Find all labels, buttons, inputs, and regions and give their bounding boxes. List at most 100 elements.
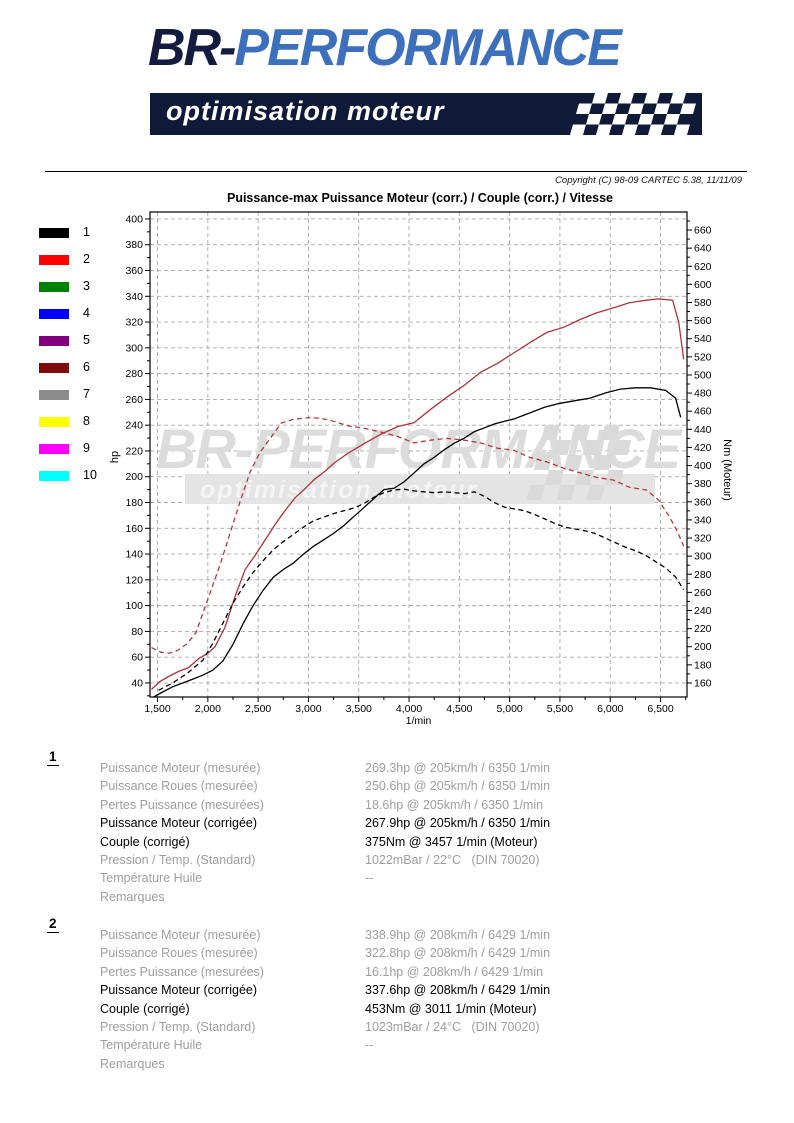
legend-swatch [39,282,69,292]
legend-item: 10 [39,468,119,498]
svg-text:optimisation moteur: optimisation moteur [200,476,478,504]
legend-number: 6 [83,360,90,374]
svg-text:220: 220 [125,445,143,457]
axes: 1,500 2,000 2,500 3,000 3,500 4,000 4,500 5,000… [109,211,733,727]
svg-text:1,500: 1,500 [144,703,170,715]
curve [153,387,682,698]
run-row-value: 322.8hp @ 208km/h / 6429 1/min [365,946,551,961]
svg-text:2,000: 2,000 [195,703,221,715]
legend-swatch [39,228,69,238]
brand-tagline-bar: optimisation moteur [150,93,702,135]
svg-text:600: 600 [694,279,712,291]
legend-swatch [39,336,69,346]
run-row-label: Puissance Moteur (mesurée) [100,761,261,775]
brand-logo-secondary: PERFORMANCE [234,19,621,77]
svg-text:400: 400 [125,213,143,225]
run-row-label: Pertes Puissance (mesurées) [100,964,264,979]
legend-item: 1 [39,225,119,255]
legend-item: 6 [39,360,119,390]
svg-text:hp: hp [109,451,121,463]
svg-text:140: 140 [125,549,143,561]
svg-text:300: 300 [694,551,712,563]
run-row-label: Couple (corrigé) [100,834,190,849]
svg-text:580: 580 [694,297,712,309]
run-row-value: 337.6hp @ 208km/h / 6429 1/min [365,983,551,998]
svg-text:180: 180 [125,497,143,509]
svg-text:640: 640 [694,243,712,255]
svg-text:420: 420 [694,442,712,454]
run-row-value: -- [365,871,374,886]
run-row-label: Couple (corrigé) [100,1001,190,1016]
run-row-label: Puissance Roues (mesurée) [100,779,258,794]
run-row-label: Pertes Puissance (mesurées) [100,797,264,812]
run-number: 2 [47,916,59,933]
brand-tagline-label: optimisation moteur [166,96,445,126]
run-row-label: Puissance Roues (mesurée) [100,946,258,961]
svg-text:320: 320 [125,317,143,329]
legend-number: 2 [83,252,90,266]
legend-swatch [39,417,69,427]
run-row-value: 375Nm @ 3457 1/min (Moteur) [365,834,538,849]
run-row-label: Pression / Temp. (Standard) [100,1020,256,1034]
legend-number: 3 [83,279,90,293]
legend-item: 8 [39,414,119,444]
svg-text:1/min: 1/min [406,715,432,727]
svg-text:5,500: 5,500 [547,703,573,715]
run-row-value: 1022mBar / 22°C (DIN 70020) [365,853,540,867]
legend-swatch [39,444,69,454]
legend-number: 7 [83,387,90,401]
svg-text:200: 200 [694,641,712,653]
svg-text:6,000: 6,000 [597,703,623,715]
legend-swatch [39,471,69,481]
svg-text:280: 280 [694,569,712,581]
legend-item: 2 [39,252,119,282]
run-row-value: 269.3hp @ 205km/h / 6350 1/min [365,761,551,775]
svg-text:320: 320 [694,533,712,545]
svg-text:4,500: 4,500 [446,703,472,715]
run-row-value: 250.6hp @ 205km/h / 6350 1/min [365,779,551,794]
legend-item: 4 [39,306,119,336]
legend-item: 3 [39,279,119,309]
legend-item: 5 [39,333,119,363]
curve [151,416,685,654]
svg-text:180: 180 [694,659,712,671]
svg-text:560: 560 [694,315,712,327]
svg-text:200: 200 [125,471,143,483]
legend-number: 5 [83,333,90,347]
legend-number: 9 [83,441,90,455]
run-row-label: Remarques [100,889,165,904]
run-row-label: Pression / Temp. (Standard) [100,853,256,867]
copyright-label: Copyright (C) 98-09 CARTEC 5.38, 11/11/0… [555,175,742,186]
svg-text:3,500: 3,500 [346,703,372,715]
svg-text:380: 380 [694,478,712,490]
svg-text:80: 80 [131,626,143,638]
svg-text:260: 260 [694,587,712,599]
curve [151,298,685,690]
svg-text:360: 360 [125,265,143,277]
svg-text:300: 300 [125,342,143,354]
legend-number: 8 [83,414,90,428]
svg-text:520: 520 [694,351,712,363]
run-row-label: Température Huile [100,1038,203,1053]
svg-text:2,500: 2,500 [245,703,271,715]
run-number: 1 [47,749,59,766]
svg-text:160: 160 [694,677,712,689]
svg-text:220: 220 [694,623,712,635]
svg-text:160: 160 [125,523,143,535]
watermark-checkers [526,425,632,500]
run-row-label: Température Huile [100,871,203,886]
legend-swatch [39,363,69,373]
svg-text:480: 480 [694,388,712,400]
legend-item: 9 [39,441,119,471]
svg-text:340: 340 [694,514,712,526]
svg-text:260: 260 [125,394,143,406]
svg-text:360: 360 [694,496,712,508]
svg-text:540: 540 [694,333,712,345]
svg-text:240: 240 [125,420,143,432]
run-row-value: 338.9hp @ 208km/h / 6429 1/min [365,928,551,942]
legend-number: 4 [83,306,90,320]
header-rule [45,171,747,172]
run-row-value: 18.6hp @ 205km/h / 6350 1/min [365,797,544,812]
